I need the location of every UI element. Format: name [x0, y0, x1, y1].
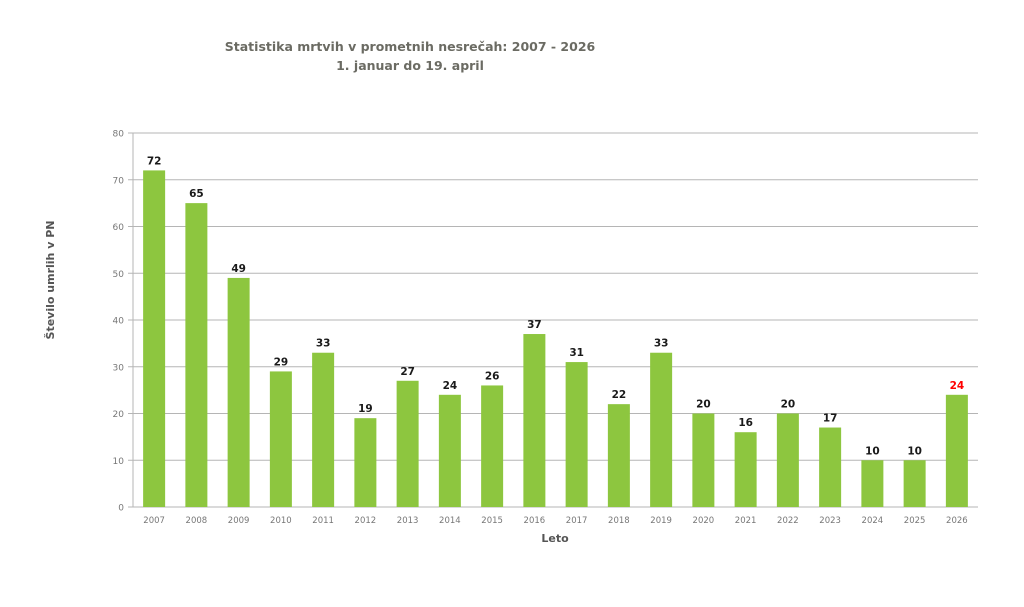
bar-2025 — [903, 460, 926, 507]
bar-2013 — [396, 380, 419, 507]
x-tick-label-2014: 2014 — [439, 516, 461, 526]
x-tick-label-2015: 2015 — [481, 516, 503, 526]
bar-2016 — [523, 334, 546, 507]
data-label-2017: 31 — [569, 347, 584, 359]
chart-title: Statistika mrtvih v prometnih nesrečah: … — [224, 39, 596, 54]
data-label-2013: 27 — [400, 366, 415, 378]
data-label-2016: 37 — [527, 319, 542, 331]
bar-2022 — [776, 413, 799, 507]
data-label-2026: 24 — [950, 380, 965, 392]
y-axis-label: Število umrlih v PN — [44, 221, 57, 340]
x-tick-label-2007: 2007 — [143, 516, 165, 526]
bar-2009 — [227, 277, 250, 507]
y-tick-label: 40 — [113, 317, 125, 327]
data-label-2022: 20 — [781, 399, 796, 411]
y-tick-label: 10 — [113, 457, 125, 467]
x-tick-label-2012: 2012 — [355, 516, 377, 526]
x-tick-label-2008: 2008 — [186, 516, 208, 526]
data-label-2007: 72 — [147, 155, 162, 167]
x-tick-label-2013: 2013 — [397, 516, 419, 526]
y-tick-label: 70 — [113, 176, 125, 186]
bar-2011 — [312, 352, 335, 507]
bar-2026 — [945, 394, 968, 507]
data-label-2023: 17 — [823, 413, 838, 425]
x-tick-label-2016: 2016 — [524, 516, 546, 526]
x-tick-label-2019: 2019 — [650, 516, 672, 526]
data-label-2020: 20 — [696, 399, 711, 411]
y-tick-label: 80 — [113, 130, 125, 140]
y-tick-label: 20 — [113, 410, 125, 420]
bar-2017 — [565, 362, 588, 507]
y-tick-label: 0 — [118, 504, 124, 514]
x-tick-label-2017: 2017 — [566, 516, 588, 526]
x-tick-label-2020: 2020 — [693, 516, 715, 526]
x-tick-label-2023: 2023 — [819, 516, 841, 526]
bar-2014 — [438, 394, 461, 507]
data-label-2021: 16 — [738, 417, 753, 429]
bar-2021 — [734, 432, 757, 507]
bar-2020 — [692, 413, 715, 507]
x-tick-label-2021: 2021 — [735, 516, 757, 526]
data-label-2009: 49 — [231, 263, 246, 275]
bar-2023 — [819, 427, 842, 507]
data-label-2024: 10 — [865, 445, 880, 457]
y-tick-label: 30 — [113, 363, 125, 373]
bar-2010 — [269, 371, 292, 507]
x-tick-label-2009: 2009 — [228, 516, 250, 526]
x-tick-label-2026: 2026 — [946, 516, 968, 526]
y-tick-label: 60 — [113, 223, 125, 233]
data-label-2019: 33 — [654, 338, 669, 350]
data-label-2018: 22 — [612, 389, 627, 401]
bar-2018 — [607, 404, 630, 507]
x-axis-label: Leto — [541, 532, 569, 545]
data-label-2025: 10 — [907, 445, 922, 457]
bar-2012 — [354, 418, 377, 507]
bar-2008 — [185, 203, 208, 507]
data-label-2012: 19 — [358, 403, 373, 415]
chart-subtitle: 1. januar do 19. april — [336, 58, 484, 73]
bar-2015 — [481, 385, 504, 507]
x-tick-label-2018: 2018 — [608, 516, 630, 526]
y-tick-label: 50 — [113, 270, 125, 280]
bar-2019 — [650, 352, 673, 507]
x-tick-label-2011: 2011 — [312, 516, 334, 526]
data-label-2011: 33 — [316, 338, 331, 350]
data-label-2010: 29 — [274, 356, 289, 368]
bar-2007 — [143, 170, 166, 507]
bar-2024 — [861, 460, 884, 507]
x-tick-label-2010: 2010 — [270, 516, 292, 526]
data-label-2008: 65 — [189, 188, 204, 200]
x-tick-label-2025: 2025 — [904, 516, 926, 526]
data-label-2014: 24 — [443, 380, 458, 392]
x-tick-label-2022: 2022 — [777, 516, 799, 526]
x-tick-label-2024: 2024 — [862, 516, 884, 526]
data-label-2015: 26 — [485, 370, 500, 382]
